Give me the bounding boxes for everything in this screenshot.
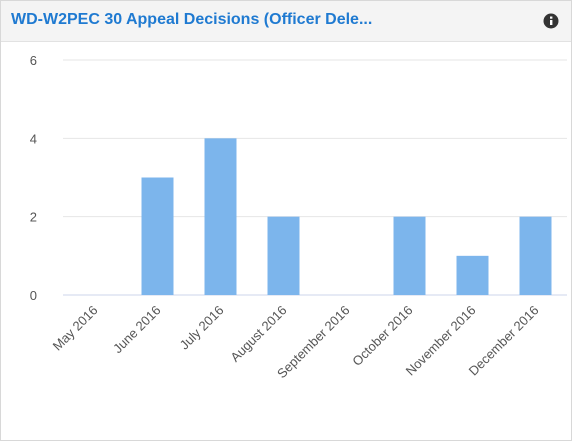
x-tick-label: July 2016 bbox=[177, 303, 227, 353]
info-icon[interactable] bbox=[543, 13, 559, 29]
bar bbox=[393, 216, 426, 295]
bar bbox=[519, 216, 552, 295]
widget-title[interactable]: WD-W2PEC 30 Appeal Decisions (Officer De… bbox=[11, 11, 373, 28]
widget-header: WD-W2PEC 30 Appeal Decisions (Officer De… bbox=[1, 1, 571, 42]
chart: 0 2 4 6 May 2016 June 2016 July 2016 August 201… bbox=[30, 53, 567, 381]
y-tick-label: 2 bbox=[30, 210, 37, 225]
x-tick-label: May 2016 bbox=[50, 303, 101, 354]
bar bbox=[267, 216, 300, 295]
x-tick-label: August 2016 bbox=[227, 303, 289, 365]
x-tick-label: June 2016 bbox=[110, 303, 164, 357]
bar bbox=[141, 177, 174, 295]
x-tick-label: October 2016 bbox=[349, 303, 415, 369]
bar bbox=[456, 255, 489, 295]
y-tick-label: 4 bbox=[30, 131, 37, 146]
y-tick-label: 0 bbox=[30, 288, 37, 303]
y-tick-label: 6 bbox=[30, 53, 37, 68]
bar bbox=[204, 138, 237, 295]
